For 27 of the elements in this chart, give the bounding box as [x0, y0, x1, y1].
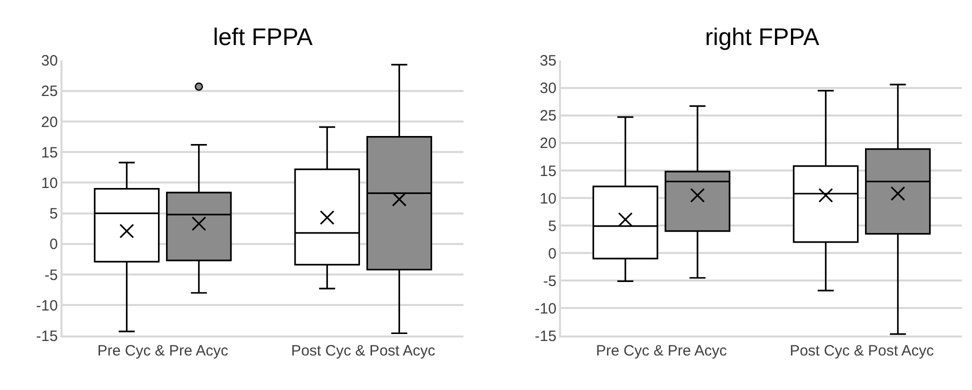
y-tick-label: -10: [36, 297, 58, 314]
y-tick-label: 20: [41, 114, 58, 131]
y-tick-label: 30: [540, 80, 556, 98]
y-tick-label: 20: [540, 135, 556, 152]
y-tick-label: 15: [540, 162, 556, 180]
y-tick-label: -10: [534, 300, 556, 318]
y-tick-label: 0: [548, 245, 556, 262]
x-tick-label: Post Cyc & Post Acyc: [291, 342, 436, 360]
y-tick-label: 5: [50, 206, 58, 223]
chart-title: left FPPA: [213, 24, 313, 51]
y-tick-label: 35: [540, 52, 556, 70]
y-tick-label: 30: [41, 52, 58, 70]
y-tick-label: 10: [41, 174, 58, 192]
y-tick-label: -5: [543, 272, 556, 290]
x-tick-label: Pre Cyc & Pre Acyc: [596, 342, 728, 360]
x-tick-label: Post Cyc & Post Acyc: [790, 342, 934, 360]
y-tick-label: -15: [36, 328, 58, 345]
chart-title: right FPPA: [705, 24, 820, 51]
y-tick-label: 5: [548, 218, 556, 235]
x-tick-label: Pre Cyc & Pre Acyc: [97, 342, 229, 360]
y-tick-label: 15: [41, 144, 58, 162]
y-tick-label: 0: [50, 236, 58, 254]
y-tick-label: 25: [41, 83, 58, 100]
y-tick-label: -5: [44, 266, 58, 284]
y-tick-label: 10: [540, 190, 556, 208]
y-tick-label: 25: [540, 108, 556, 125]
y-tick-label: -15: [534, 328, 556, 345]
